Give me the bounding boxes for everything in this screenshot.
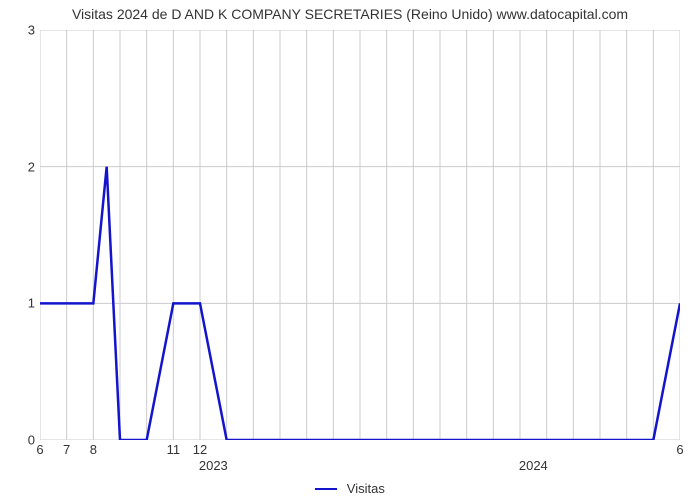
legend-swatch bbox=[315, 488, 337, 490]
legend: Visitas bbox=[0, 480, 700, 496]
y-tick-label: 3 bbox=[5, 23, 35, 38]
legend-label: Visitas bbox=[347, 481, 385, 496]
x-category-label: 2024 bbox=[519, 458, 548, 473]
x-tick-label: 11 bbox=[167, 442, 181, 457]
x-category-label: 2023 bbox=[199, 458, 228, 473]
x-tick-label: 7 bbox=[63, 442, 70, 457]
chart-svg bbox=[40, 30, 680, 440]
x-tick-label: 6 bbox=[36, 442, 43, 457]
y-tick-label: 0 bbox=[5, 433, 35, 448]
plot-area bbox=[40, 30, 680, 440]
y-tick-label: 1 bbox=[5, 296, 35, 311]
x-tick-label: 12 bbox=[193, 442, 207, 457]
x-tick-label: 8 bbox=[90, 442, 97, 457]
chart-title: Visitas 2024 de D AND K COMPANY SECRETAR… bbox=[0, 6, 700, 22]
y-tick-label: 2 bbox=[5, 159, 35, 174]
x-tick-label: 6 bbox=[676, 442, 683, 457]
